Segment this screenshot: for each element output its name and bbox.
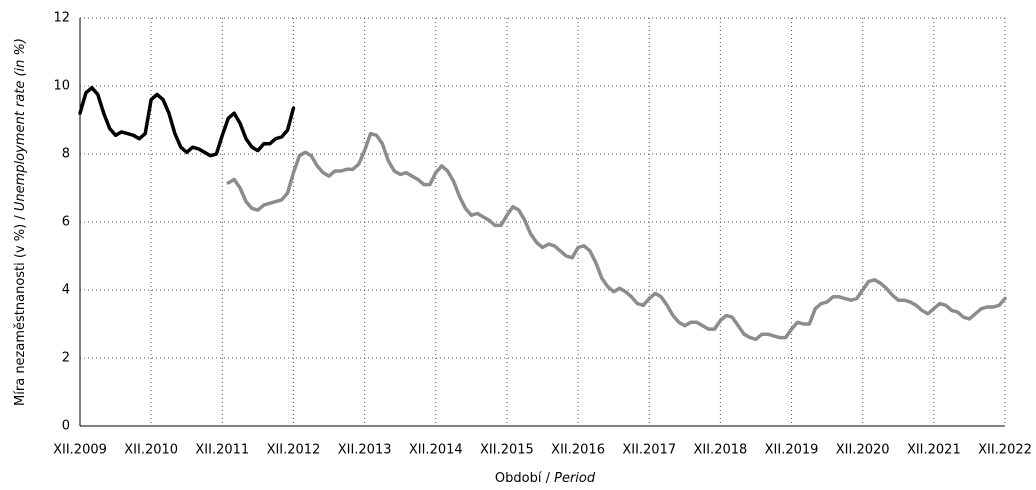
y-tick-label: 0: [62, 419, 70, 434]
x-tick-label: XII.2020: [836, 443, 890, 458]
x-tick-label: XII.2017: [622, 443, 676, 458]
x-tick-label: XII.2021: [907, 443, 961, 458]
series-line: [78, 85, 296, 158]
x-tick-label: XII.2011: [195, 443, 249, 458]
y-axis-title-en: Unemployment rate (in %): [13, 38, 28, 211]
x-tick-label: XII.2010: [124, 443, 178, 458]
x-axis-title: Období / Period: [495, 471, 596, 486]
x-tick-label: XII.2016: [551, 443, 605, 458]
x-tick-label: XII.2015: [480, 443, 534, 458]
x-tick-label: XII.2012: [267, 443, 321, 458]
y-tick-label: 12: [53, 11, 70, 26]
x-axis-title-cs: Období /: [495, 471, 551, 486]
x-tick-label: XII.2022: [978, 443, 1032, 458]
y-axis-title-cs: Míra nezaměstnanosti (v %) /: [13, 215, 28, 406]
y-tick-label: 6: [62, 215, 70, 230]
x-tick-label: XII.2014: [409, 443, 463, 458]
y-tick-label: 2: [62, 351, 70, 366]
x-axis-title-en: Period: [554, 471, 596, 486]
x-tick-label: XII.2013: [338, 443, 392, 458]
y-tick-label: 10: [53, 79, 70, 94]
x-tick-label: XII.2009: [53, 443, 107, 458]
y-tick-label: 8: [62, 147, 70, 162]
series-line: [226, 131, 1007, 342]
x-tick-label: XII.2019: [765, 443, 819, 458]
y-axis-title: Míra nezaměstnanosti (v %) / Unemploymen…: [13, 38, 28, 406]
x-tick-label: XII.2018: [693, 443, 747, 458]
y-tick-label: 4: [62, 283, 70, 298]
